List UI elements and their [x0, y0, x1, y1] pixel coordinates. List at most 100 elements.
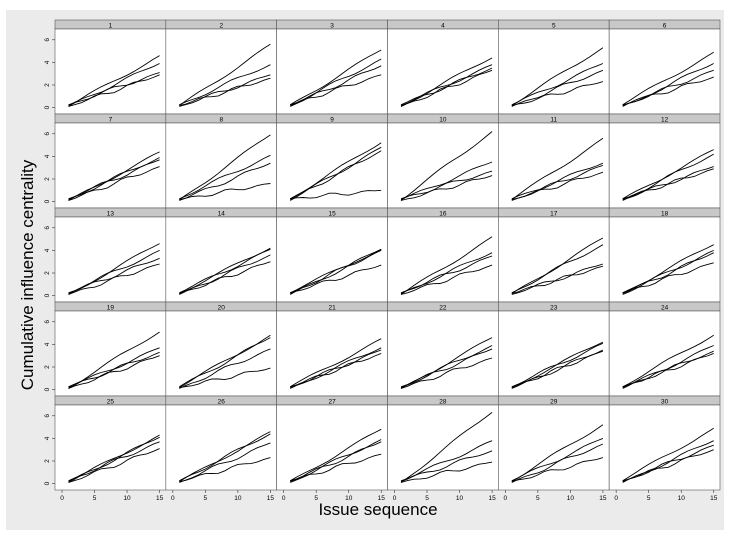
series-line	[290, 453, 382, 482]
panel-plot-area	[387, 216, 499, 303]
panel-title: 18	[661, 210, 669, 217]
x-tick-label: 5	[93, 495, 97, 502]
series-line	[179, 154, 271, 200]
series-line	[511, 47, 604, 106]
panel-title: 22	[439, 304, 447, 311]
series-line	[511, 342, 604, 388]
series-line	[68, 63, 160, 106]
panel-plot-area	[498, 404, 610, 491]
x-tick-label: 0	[504, 495, 508, 502]
series-line	[622, 63, 714, 107]
panel-title: 29	[550, 398, 558, 405]
panel-title: 9	[330, 116, 334, 123]
panel-title: 26	[218, 398, 226, 405]
panel-14: 14	[165, 207, 277, 303]
panel-18: 18	[608, 207, 721, 303]
panel-plot-area	[608, 310, 721, 397]
panel-title: 11	[550, 116, 557, 123]
y-tick-label: 6	[44, 132, 51, 136]
series-line	[179, 457, 271, 483]
panel-plot-area	[387, 404, 499, 491]
panel-plot-area	[498, 122, 610, 209]
panel-25: 25 0 2 4 6 0 5 10 15	[44, 395, 167, 502]
series-line	[511, 63, 604, 106]
series-line	[511, 137, 604, 200]
x-tick-label: 15	[599, 495, 607, 502]
panel-19: 19 0 2 4 6	[44, 301, 167, 397]
x-tick-label: 0	[393, 495, 397, 502]
panel-title: 13	[107, 210, 115, 217]
panel-title: 25	[107, 398, 115, 405]
panel-8: 8	[165, 113, 277, 209]
series-line	[400, 170, 493, 200]
panel-10: 10	[387, 113, 499, 209]
y-tick-label: 2	[44, 459, 51, 463]
series-line	[622, 427, 714, 482]
series-line	[68, 72, 160, 106]
panel-plot-area	[54, 310, 167, 397]
series-line	[622, 352, 714, 388]
y-tick-label: 0	[44, 199, 51, 203]
x-tick-label: 5	[425, 495, 429, 502]
x-tick-label: 10	[234, 495, 242, 502]
panel-plot-area	[608, 216, 721, 303]
series-line	[179, 261, 271, 295]
panel-6: 6	[608, 19, 721, 115]
panel-plot-area	[165, 404, 277, 491]
panel-plot-area	[276, 122, 388, 209]
panel-title: 23	[550, 304, 558, 311]
panel-title: 2	[219, 22, 223, 29]
series-line	[290, 74, 382, 106]
panel-plot-area	[276, 216, 388, 303]
panel-title: 4	[441, 22, 445, 29]
series-line	[179, 337, 271, 388]
panel-title: 16	[439, 210, 447, 217]
series-line	[511, 69, 604, 107]
series-line	[622, 262, 714, 294]
series-line	[511, 81, 604, 107]
panel-13: 13 0 2 4 6	[44, 207, 167, 303]
series-line	[400, 345, 493, 389]
panel-7: 7 0 2 4 6	[44, 113, 167, 209]
series-line	[622, 334, 714, 388]
y-tick-label: 0	[44, 387, 51, 391]
series-line	[179, 367, 271, 389]
panel-5: 5	[498, 19, 610, 115]
x-tick-label: 15	[710, 495, 718, 502]
series-line	[68, 249, 160, 295]
panel-26: 26 0 5 10 15	[165, 395, 277, 502]
panel-29: 29 0 5 10 15	[498, 395, 610, 502]
x-tick-label: 5	[204, 495, 208, 502]
series-line	[289, 428, 382, 482]
series-line	[68, 166, 160, 201]
panel-1: 1 0 2 4 6	[44, 19, 167, 115]
panel-plot-area	[276, 28, 388, 115]
series-line	[622, 51, 714, 106]
series-line	[511, 244, 604, 294]
panel-title: 10	[439, 116, 447, 123]
series-line	[179, 77, 271, 107]
series-line	[179, 248, 271, 294]
panel-27: 27 0 5 10 15	[276, 395, 388, 502]
panel-plot-area	[498, 310, 610, 397]
panel-plot-area	[387, 310, 499, 397]
panel-title: 20	[218, 304, 226, 311]
x-tick-label: 0	[282, 495, 286, 502]
panel-plot-area	[608, 122, 721, 209]
y-tick-label: 4	[44, 248, 51, 252]
panel-plot-area	[54, 122, 167, 209]
panel-plot-area	[608, 28, 721, 115]
series-line	[622, 76, 714, 106]
series-line	[400, 69, 493, 107]
series-line	[400, 236, 493, 295]
y-tick-label: 2	[44, 83, 51, 87]
panel-title: 27	[328, 398, 336, 405]
panel-plot-area	[276, 404, 388, 491]
series-line	[68, 355, 160, 389]
series-line	[400, 461, 493, 483]
panel-2: 2	[165, 19, 277, 115]
y-tick-label: 6	[44, 38, 51, 42]
x-tick-label: 10	[123, 495, 131, 502]
panel-plot-area	[54, 28, 167, 115]
panel-plot-area	[54, 404, 167, 491]
